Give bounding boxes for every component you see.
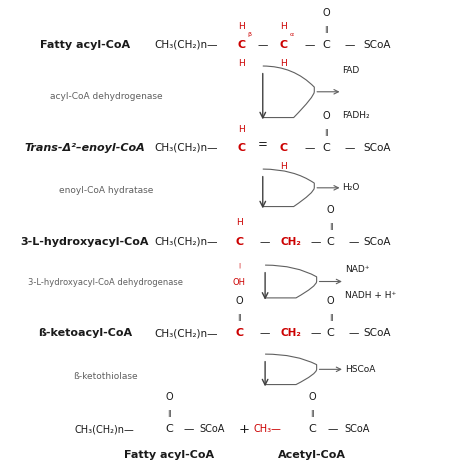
Text: C: C xyxy=(322,143,330,153)
Text: ß-ketoacyl-CoA: ß-ketoacyl-CoA xyxy=(38,328,132,338)
Text: O: O xyxy=(322,111,330,121)
Text: H: H xyxy=(281,162,287,171)
Text: C: C xyxy=(237,40,246,50)
Text: +: + xyxy=(238,422,249,436)
Text: FADH₂: FADH₂ xyxy=(342,111,370,120)
Text: CH₂: CH₂ xyxy=(281,328,301,338)
Text: ‖: ‖ xyxy=(167,410,171,418)
Text: —: — xyxy=(344,143,355,153)
Text: CH₂: CH₂ xyxy=(281,237,301,246)
Text: —: — xyxy=(349,328,359,338)
Text: SCoA: SCoA xyxy=(364,237,391,246)
Text: Fatty acyl-CoA: Fatty acyl-CoA xyxy=(124,450,214,460)
Text: ‖: ‖ xyxy=(329,314,332,321)
Text: Fatty acyl-CoA: Fatty acyl-CoA xyxy=(40,40,130,50)
Text: —: — xyxy=(304,143,315,153)
Text: HSCoA: HSCoA xyxy=(345,365,375,374)
Text: H: H xyxy=(281,22,287,31)
Text: O: O xyxy=(165,392,173,402)
Text: SCoA: SCoA xyxy=(364,40,391,50)
Text: ‖: ‖ xyxy=(324,27,328,33)
Text: C: C xyxy=(165,424,173,434)
Text: —: — xyxy=(257,40,268,50)
Text: ‖: ‖ xyxy=(310,410,314,418)
Text: 3-L-hydroxyacyl-CoA dehydrogenase: 3-L-hydroxyacyl-CoA dehydrogenase xyxy=(28,278,183,287)
Text: ß-ketothiolase: ß-ketothiolase xyxy=(73,372,138,381)
Text: α: α xyxy=(290,32,293,37)
Text: OH: OH xyxy=(233,278,246,287)
Text: H₂O: H₂O xyxy=(342,183,360,192)
Text: Acetyl-CoA: Acetyl-CoA xyxy=(278,450,346,460)
Text: O: O xyxy=(327,296,335,306)
Text: 3-L-hydroxyacyl-CoA: 3-L-hydroxyacyl-CoA xyxy=(20,237,149,246)
Text: —: — xyxy=(328,424,338,434)
Text: SCoA: SCoA xyxy=(345,424,370,434)
Text: —: — xyxy=(184,424,194,434)
Text: NADH + H⁺: NADH + H⁺ xyxy=(345,291,396,300)
Text: —: — xyxy=(310,328,320,338)
Text: acyl-CoA dehydrogenase: acyl-CoA dehydrogenase xyxy=(49,92,162,101)
Text: C: C xyxy=(322,40,330,50)
Text: CH₃(CH₂)n—: CH₃(CH₂)n— xyxy=(74,424,134,434)
Text: C: C xyxy=(327,237,335,246)
Text: CH₃(CH₂)n—: CH₃(CH₂)n— xyxy=(155,328,218,338)
Text: O: O xyxy=(322,8,330,18)
Text: |: | xyxy=(238,262,240,268)
Text: CH₃—: CH₃— xyxy=(254,424,282,434)
Text: SCoA: SCoA xyxy=(364,328,391,338)
Text: C: C xyxy=(237,143,246,153)
Text: —: — xyxy=(349,237,359,246)
Text: C: C xyxy=(235,237,244,246)
Text: H: H xyxy=(238,59,245,68)
Text: —: — xyxy=(344,40,355,50)
Text: Trans-Δ²–enoyl-CoA: Trans-Δ²–enoyl-CoA xyxy=(24,143,145,153)
Text: C: C xyxy=(280,143,288,153)
Text: O: O xyxy=(236,296,243,306)
Text: CH₃(CH₂)n—: CH₃(CH₂)n— xyxy=(155,237,218,246)
Text: H: H xyxy=(281,59,287,68)
Text: SCoA: SCoA xyxy=(200,424,225,434)
Text: H: H xyxy=(238,22,245,31)
Text: SCoA: SCoA xyxy=(364,143,391,153)
Text: H: H xyxy=(236,219,243,228)
Text: H: H xyxy=(238,125,245,134)
Text: NAD⁺: NAD⁺ xyxy=(345,265,369,274)
Text: O: O xyxy=(327,205,335,215)
Text: C: C xyxy=(308,424,316,434)
Text: ‖: ‖ xyxy=(324,129,328,137)
Text: enoyl-CoA hydratase: enoyl-CoA hydratase xyxy=(59,186,153,195)
Text: C: C xyxy=(235,328,244,338)
Text: —: — xyxy=(260,237,270,246)
Text: =: = xyxy=(258,138,268,151)
Text: C: C xyxy=(327,328,335,338)
Text: ‖: ‖ xyxy=(237,314,241,321)
Text: —: — xyxy=(304,40,315,50)
Text: C: C xyxy=(280,40,288,50)
Text: O: O xyxy=(308,392,316,402)
Text: CH₃(CH₂)n—: CH₃(CH₂)n— xyxy=(155,143,218,153)
Text: CH₃(CH₂)n—: CH₃(CH₂)n— xyxy=(155,40,218,50)
Text: —: — xyxy=(310,237,320,246)
Text: β: β xyxy=(247,32,251,37)
Text: —: — xyxy=(260,328,270,338)
Text: ‖: ‖ xyxy=(329,223,332,230)
Text: FAD: FAD xyxy=(342,66,360,75)
